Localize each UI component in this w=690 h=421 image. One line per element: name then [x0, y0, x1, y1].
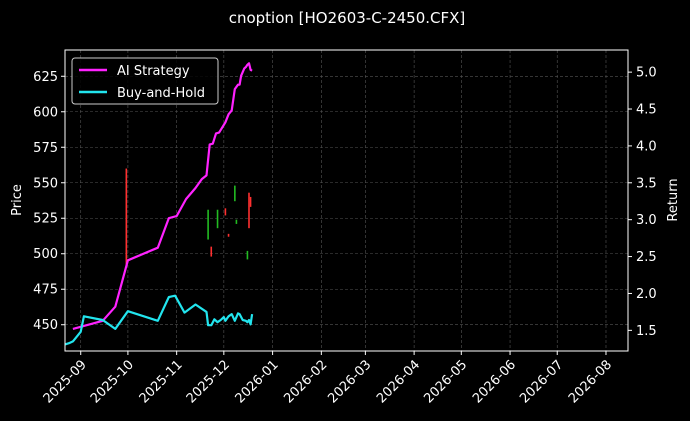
y-left-tick-label: 575 [33, 141, 58, 156]
chart-title: cnoption [HO2603-C-2450.CFX] [229, 9, 466, 27]
trade-marks [125, 168, 252, 266]
y-axis-right-label: Return [666, 178, 681, 221]
y-right-tick-label: 3.0 [636, 213, 657, 228]
series-layer [64, 62, 254, 346]
y-right-tick-label: 2.0 [636, 287, 657, 302]
y-right-tick-label: 2.5 [636, 250, 657, 265]
legend-label-buy-and-hold: Buy-and-Hold [117, 86, 205, 101]
y-right-tick-label: 3.5 [636, 176, 657, 191]
y-left-tick-label: 600 [33, 105, 58, 120]
series-line-buy-and-hold [64, 294, 254, 346]
y-left-tick-label: 550 [33, 176, 58, 191]
plot-frame [64, 49, 629, 352]
y-right-tick-label: 4.0 [636, 139, 657, 154]
y-axis-right: 1.5 2.0 2.5 3.0 3.5 4.0 4.5 5.0 [628, 66, 657, 339]
y-axis-left: 450 475 500 525 550 575 600 625 [33, 70, 65, 333]
legend: AI Strategy Buy-and-Hold [71, 57, 219, 105]
y-right-tick-label: 1.5 [636, 324, 657, 339]
y-right-tick-label: 5.0 [636, 66, 657, 81]
legend-label-ai-strategy: AI Strategy [117, 64, 190, 79]
y-left-tick-label: 450 [33, 318, 58, 333]
y-right-tick-label: 4.5 [636, 103, 657, 118]
y-left-tick-label: 475 [33, 283, 58, 298]
y-axis-left-label: Price [10, 184, 25, 216]
y-left-tick-label: 500 [33, 247, 58, 262]
legend-box [71, 57, 219, 105]
y-left-tick-label: 525 [33, 212, 58, 227]
y-left-tick-label: 625 [33, 70, 58, 85]
series-line-ai-strategy [72, 62, 253, 330]
